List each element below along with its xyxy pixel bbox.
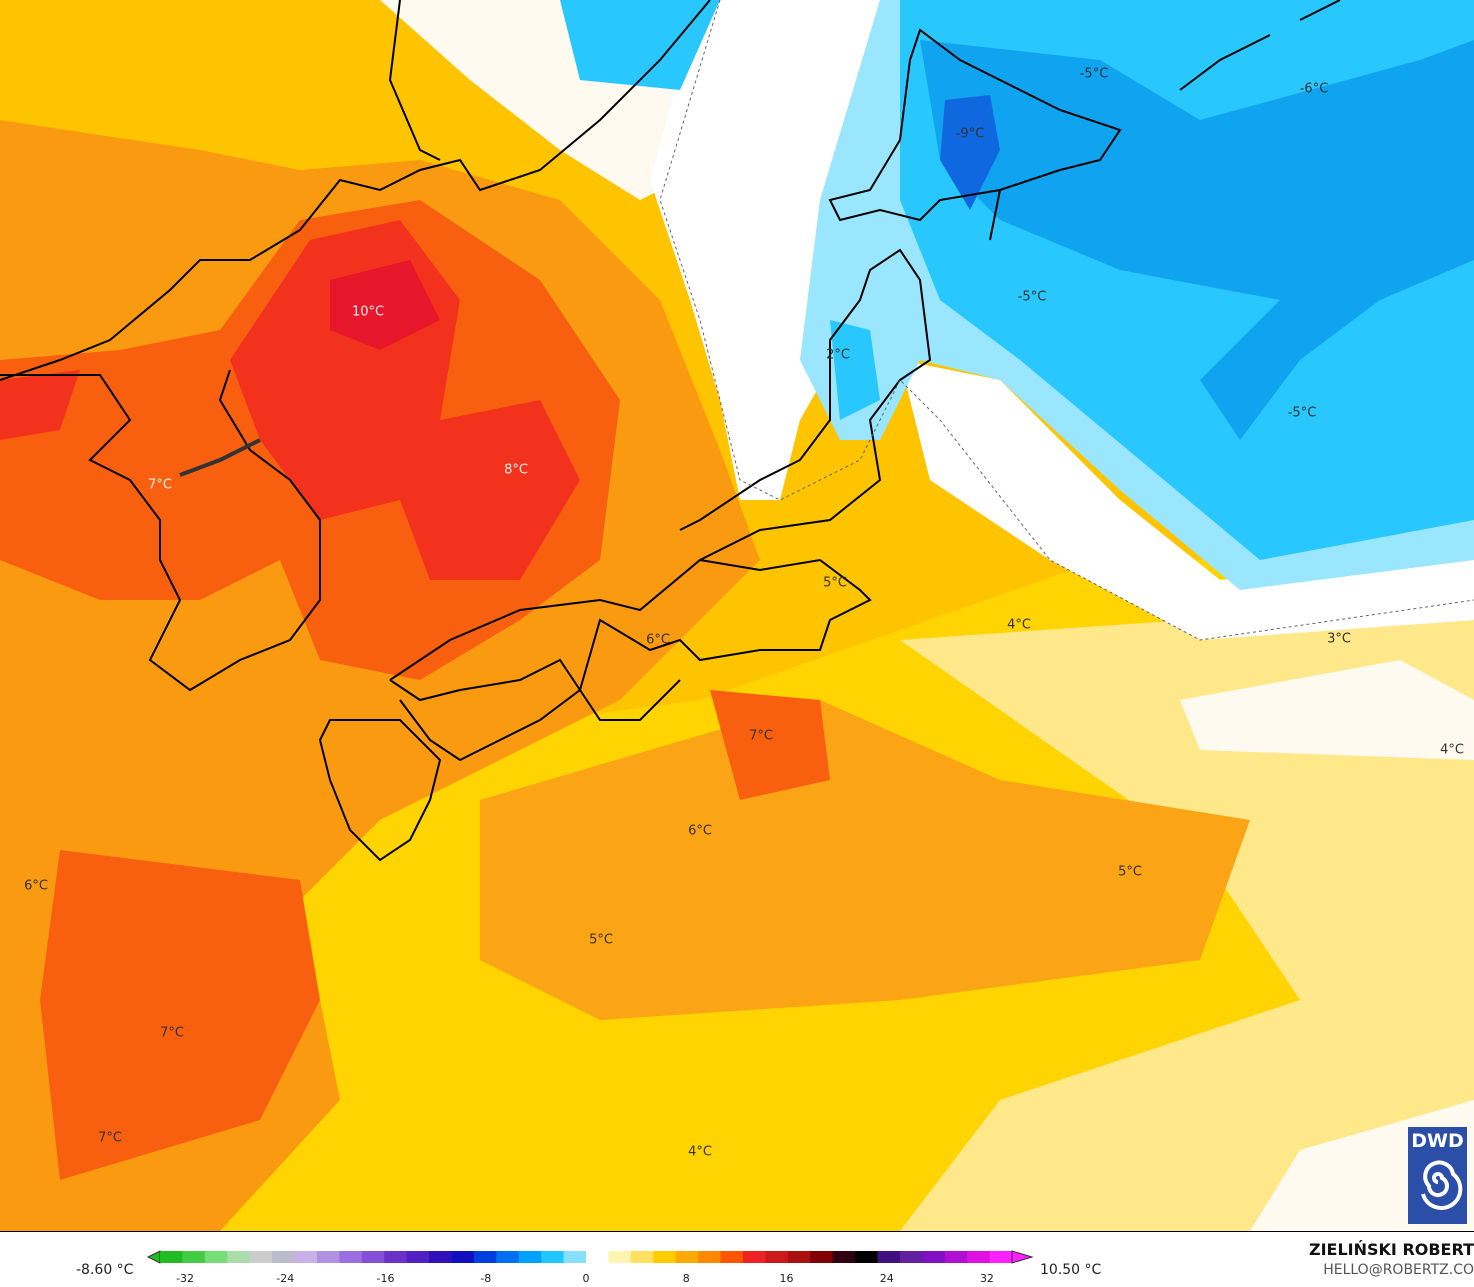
scale-swatch [586, 1251, 609, 1263]
scale-tick-label: -32 [176, 1272, 195, 1285]
scale-swatch [204, 1251, 228, 1263]
warm-core [330, 260, 440, 350]
scale-swatch [451, 1251, 475, 1263]
scale-swatch [361, 1251, 385, 1263]
scale-swatch [698, 1251, 722, 1263]
temperature-label: 7°C [148, 477, 172, 493]
legend-min-label: -8.60 °C [76, 1262, 134, 1278]
legend-max-label: 10.50 °C [1040, 1262, 1102, 1278]
color-scale-bar [146, 1250, 1034, 1264]
scale-swatch [608, 1251, 632, 1263]
scale-swatch [720, 1251, 744, 1263]
temperature-label: 10°C [351, 304, 385, 320]
korea-dmz-line [179, 438, 261, 477]
scale-swatch [518, 1251, 542, 1263]
scale-swatch [473, 1251, 497, 1263]
coastlines [0, 0, 1341, 862]
scale-max-arrow [1011, 1250, 1034, 1264]
scale-swatch [653, 1251, 677, 1263]
temperature-label: 4°C [1007, 617, 1031, 633]
scale-swatch [675, 1251, 699, 1263]
pale-yellow-zone [900, 600, 1474, 1231]
temperature-label: -5°C [1017, 289, 1047, 305]
dwd-logo: DWD [1408, 1127, 1467, 1224]
scale-tick-label: 16 [779, 1272, 794, 1285]
scale-swatch [249, 1251, 273, 1263]
scale-swatch [227, 1251, 251, 1263]
scale-tick-label: -8 [480, 1272, 492, 1285]
orange-ocean [480, 700, 1250, 1020]
temperature-label: -6°C [1299, 81, 1329, 97]
temperature-label: 6°C [646, 632, 670, 648]
temperature-label: -9°C [955, 126, 985, 142]
scale-swatch [406, 1251, 430, 1263]
scale-swatch [160, 1251, 183, 1263]
scale-swatch [272, 1251, 296, 1263]
temperature-label: 5°C [589, 932, 613, 948]
temperature-label: -5°C [1079, 66, 1109, 82]
temperature-label: 5°C [1118, 864, 1142, 880]
scale-swatch [989, 1251, 1013, 1263]
temperature-label: 7°C [160, 1025, 184, 1041]
scale-swatch [944, 1251, 968, 1263]
scale-swatch [630, 1251, 654, 1263]
scale-swatch [316, 1251, 340, 1263]
scale-swatch [899, 1251, 923, 1263]
scale-tick-label: 0 [582, 1272, 590, 1285]
deep-blue-core [940, 95, 1000, 210]
scale-tick-label: -16 [376, 1272, 395, 1285]
scale-tick-label: 8 [682, 1272, 690, 1285]
scale-swatch [742, 1251, 766, 1263]
scale-swatch [877, 1251, 901, 1263]
scale-swatch [541, 1251, 565, 1263]
scale-swatch [765, 1251, 789, 1263]
temperature-label: 3°C [1327, 631, 1351, 647]
scale-swatch [339, 1251, 363, 1263]
scale-swatch [563, 1251, 587, 1263]
temperature-label: 5°C [823, 575, 847, 591]
temperature-label: 7°C [749, 728, 773, 744]
legend-footer: -8.60 °C -32 -24 -16 -8 0 8 16 24 32 10.50 °C ZI… [0, 1232, 1474, 1287]
author-email: HELLO@ROBERTZ.CO [1323, 1262, 1474, 1278]
author-credit: ZIELIŃSKI ROBERT [1308, 1240, 1474, 1259]
temperature-label: 7°C [98, 1130, 122, 1146]
scale-swatch [967, 1251, 991, 1263]
scale-tick-label: -24 [276, 1272, 295, 1285]
scale-swatch [787, 1251, 811, 1263]
temperature-label: 2°C [826, 347, 850, 363]
scale-tick-label: 32 [979, 1272, 994, 1285]
scale-swatch [294, 1251, 318, 1263]
spiral-icon [1420, 1160, 1462, 1210]
temperature-label: 8°C [504, 462, 528, 478]
scale-tick-label: 24 [879, 1272, 894, 1285]
temperature-label: 4°C [688, 1144, 712, 1160]
scale-swatch [922, 1251, 946, 1263]
zero-isotherm [659, 0, 1474, 641]
scale-min-arrow [146, 1250, 161, 1264]
scale-swatch [810, 1251, 834, 1263]
temperature-label: -5°C [1287, 405, 1317, 421]
scale-swatch [496, 1251, 520, 1263]
scale-swatch [855, 1251, 878, 1263]
temperature-label: 6°C [24, 878, 48, 894]
temperature-map [0, 0, 1474, 1232]
scale-swatch [182, 1251, 206, 1263]
deep-orange-zone [0, 200, 830, 1180]
temperature-label: 6°C [688, 823, 712, 839]
scale-swatch [429, 1251, 452, 1263]
temperature-label: 4°C [1440, 742, 1464, 758]
mid-blue-zone [920, 40, 1474, 440]
dwd-logo-text: DWD [1411, 1130, 1464, 1152]
scale-swatch [832, 1251, 856, 1263]
scale-swatch [384, 1251, 408, 1263]
